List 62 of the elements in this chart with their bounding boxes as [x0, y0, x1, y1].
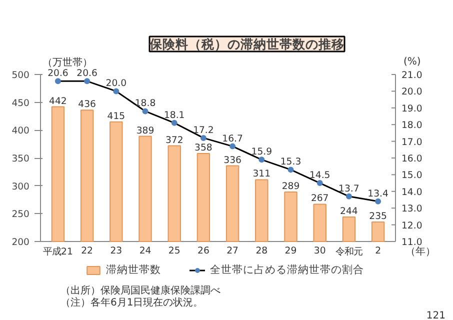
data-label: 289: [282, 180, 300, 192]
y-axis-title: （万世帯）: [42, 56, 92, 68]
y2-tick-label: 17.0: [402, 136, 422, 148]
data-label: 372: [165, 134, 184, 146]
y-tick-label: 350: [12, 154, 30, 164]
data-label: 15.3: [280, 156, 302, 168]
x-tick-label: 25: [168, 246, 180, 256]
data-label: 20.6: [76, 68, 98, 80]
data-label: 415: [107, 110, 126, 122]
y2-tick-label: 14.0: [402, 186, 422, 198]
y2-tick-label: 12.0: [402, 220, 422, 232]
y-tick-label: 250: [12, 209, 30, 220]
y2-axis-title: (%): [404, 56, 421, 68]
x-tick-label: 2: [375, 246, 382, 256]
data-label: 436: [78, 99, 96, 110]
x-tick-label: 29: [284, 246, 297, 256]
y-tick-label: 200: [12, 237, 30, 248]
legend-label: 全世帯に占める滞納世帯の割合: [210, 263, 364, 277]
data-label: 389: [136, 125, 154, 136]
y2-tick-label: 13.0: [402, 204, 422, 215]
data-label: 14.5: [309, 170, 330, 182]
data-label: 17.2: [193, 124, 214, 136]
y2-tick-label: 15.0: [402, 170, 422, 182]
data-label: 20.0: [106, 78, 127, 90]
x-axis-title: （年）: [406, 246, 436, 258]
x-tick-label: 30: [314, 246, 326, 256]
text: （出所）保険局国民健康保険課調べ: [60, 284, 220, 296]
data-label: 15.9: [251, 146, 272, 158]
data-label: 235: [369, 211, 388, 222]
data-label: 20.6: [48, 68, 68, 80]
data-label: 13.7: [338, 183, 360, 194]
text: （注）各年6月1日現在の状況。: [60, 296, 204, 308]
data-label: 13.4: [368, 188, 388, 200]
x-tick-label: 平成21: [43, 246, 73, 258]
y2-tick-label: 18.0: [402, 120, 422, 132]
y-tick-label: 300: [12, 181, 30, 192]
y2-tick-label: 16.0: [402, 154, 422, 164]
y-tick-label: 400: [12, 126, 30, 137]
y2-tick-label: 20.0: [402, 86, 422, 98]
y-tick-label: 450: [12, 98, 30, 109]
data-label: 311: [252, 168, 271, 180]
data-label: 358: [194, 142, 212, 154]
y-tick-label: 500: [12, 70, 30, 81]
data-label: 18.1: [164, 110, 185, 121]
y2-tick-label: 19.0: [402, 103, 422, 114]
x-tick-label: 26: [198, 246, 210, 256]
x-tick-label: 23: [110, 246, 122, 256]
y2-tick-label: 21.0: [402, 70, 422, 81]
x-tick-label: 27: [226, 246, 239, 256]
legend-label: 滞納世帯数: [106, 263, 161, 277]
text: 121: [426, 310, 446, 320]
data-label: 267: [310, 193, 329, 204]
x-tick-label: 22: [81, 246, 93, 256]
x-tick-label: 24: [139, 246, 152, 256]
y2-tick-label: 11.0: [402, 237, 422, 248]
data-label: 18.8: [134, 98, 156, 110]
data-label: 244: [340, 206, 358, 218]
data-label: 336: [224, 154, 242, 166]
data-label: 442: [49, 96, 67, 107]
x-tick-label: 28: [256, 246, 268, 256]
x-tick-label: 令和元: [335, 246, 362, 258]
data-label: 16.7: [222, 133, 243, 144]
